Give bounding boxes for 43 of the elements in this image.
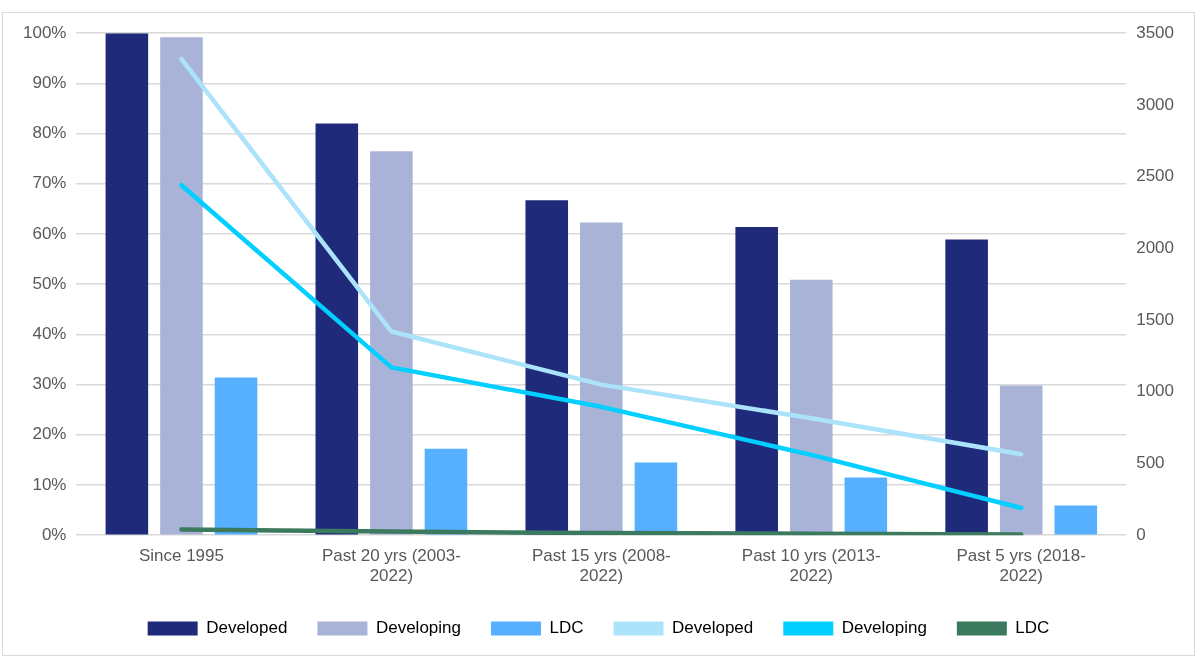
category-label: 2022) [579, 566, 624, 586]
bar [1054, 505, 1098, 535]
y-tick-label: 20% [32, 424, 67, 444]
legend-label: Developed [672, 618, 754, 638]
category-label: Past 5 yrs (2018- [956, 546, 1086, 566]
legend-label: Developed [206, 618, 288, 638]
y-tick-label: 90% [32, 73, 67, 93]
x-tick-label: Since 1995 [138, 546, 224, 566]
y2-tick-label: 500 [1136, 453, 1165, 473]
y-tick-label: 100% [23, 22, 67, 42]
category-label: Past 20 yrs (2003- [321, 546, 461, 566]
bar [945, 239, 988, 535]
y2-tick-label: 3000 [1136, 94, 1175, 114]
legend-label: Developing [841, 618, 927, 638]
y2-tick-label: 1000 [1136, 381, 1175, 401]
bar [160, 37, 203, 535]
y-tick-label: 80% [32, 123, 67, 143]
y-tick-label: 30% [32, 374, 67, 394]
y-tick-label: 50% [32, 273, 67, 293]
y-tick-label: 70% [32, 173, 67, 193]
bar [844, 477, 888, 535]
y2-tick-label: 2500 [1136, 166, 1175, 186]
bar [999, 385, 1043, 535]
y2-tick-label: 0 [1136, 524, 1146, 544]
y2-tick-label: 2000 [1136, 238, 1175, 258]
category-label: Past 10 yrs (2013- [741, 546, 881, 566]
legend-label: LDC [1015, 618, 1050, 638]
y-tick-label: 10% [32, 474, 67, 494]
legend-label: Developing [375, 618, 461, 638]
y2-tick-label: 1500 [1136, 309, 1175, 329]
bar [789, 279, 833, 535]
y-tick-label: 60% [32, 223, 67, 243]
category-label: 2022) [369, 566, 414, 586]
bar [105, 33, 149, 535]
y2-tick-label: 3500 [1136, 22, 1175, 42]
category-label: 2022) [789, 566, 834, 586]
y-tick-label: 0% [41, 524, 67, 544]
bar [214, 377, 258, 535]
legend-label: LDC [549, 618, 584, 638]
category-label: 2022) [999, 566, 1043, 586]
y-tick-label: 40% [32, 324, 67, 344]
category-label: Past 15 yrs (2008- [531, 546, 671, 566]
bar [315, 123, 359, 535]
